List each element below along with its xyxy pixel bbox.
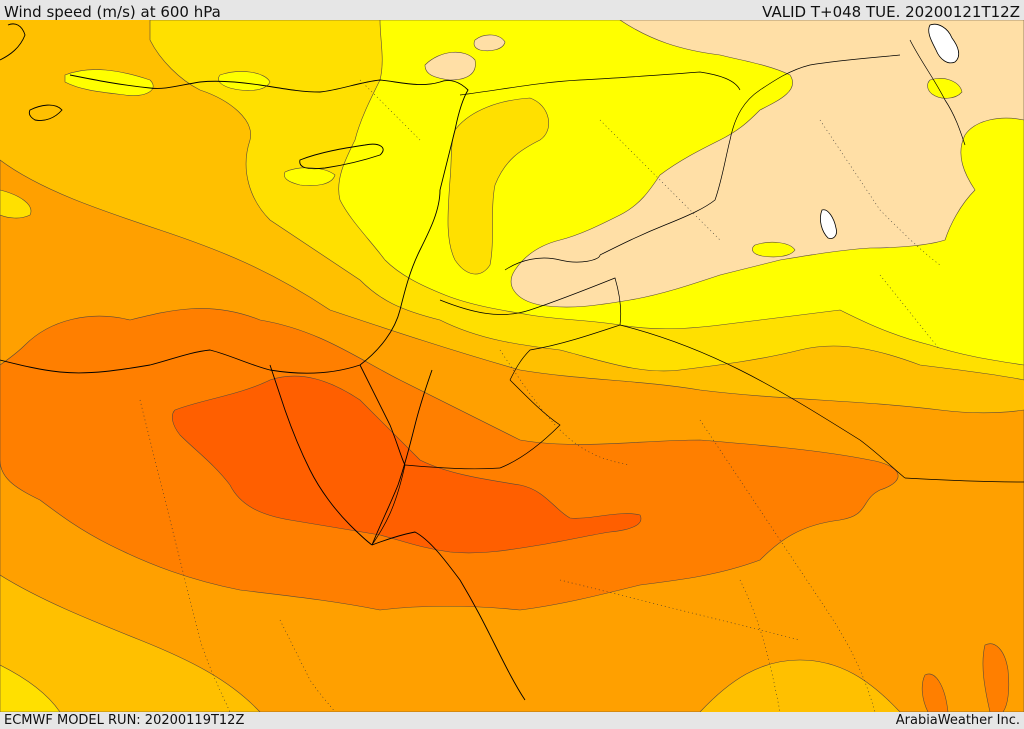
lake-urmia — [820, 209, 837, 239]
field-mid-low-patch — [447, 97, 549, 275]
field-low-med-2 — [283, 167, 336, 186]
lake-van — [928, 23, 960, 64]
field-high-streak-2 — [921, 673, 949, 712]
valid-time: VALID T+048 TUE. 20200121T12Z — [762, 3, 1020, 21]
field-mid-low-wpatch — [0, 189, 32, 219]
footer-bar: ECMWF MODEL RUN: 20200119T12Z ArabiaWeat… — [0, 712, 1024, 729]
field-lowest-patch-2 — [473, 34, 506, 52]
field-high — [0, 308, 899, 611]
header-bar: Wind speed (m/s) at 600 hPa VALID T+048 … — [0, 0, 1024, 21]
field-low-east-1 — [752, 241, 796, 258]
model-run-label: ECMWF MODEL RUN: 20200119T12Z — [4, 713, 245, 728]
field-low-southwest — [0, 664, 61, 712]
field-mid-lower-left — [0, 574, 261, 712]
credit-label: ArabiaWeather Inc. — [895, 713, 1020, 728]
internal-boundaries — [139, 79, 941, 712]
field-lowest — [510, 20, 1024, 308]
wind-speed-map — [0, 20, 1024, 712]
borders — [371, 39, 1024, 546]
field-low-med-3 — [218, 71, 271, 91]
field-lowest-patch-1 — [424, 52, 476, 81]
coastlines — [0, 23, 526, 701]
field-highest — [171, 375, 642, 554]
field-high-streak-1 — [982, 643, 1010, 712]
map-title: Wind speed (m/s) at 600 hPa — [4, 3, 221, 21]
field-low-east-2 — [927, 78, 963, 99]
